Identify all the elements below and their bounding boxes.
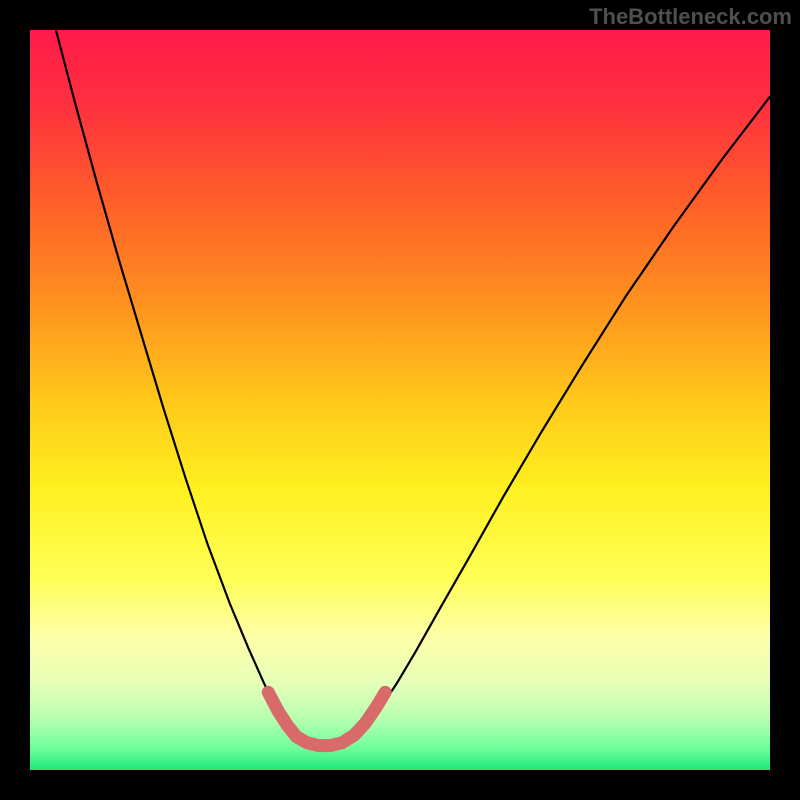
plot-background <box>30 30 770 770</box>
bottleneck-chart <box>0 0 800 800</box>
watermark-text: TheBottleneck.com <box>589 4 792 30</box>
